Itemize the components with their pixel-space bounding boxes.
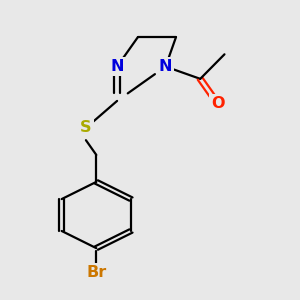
- Text: N: N: [110, 59, 124, 74]
- Text: S: S: [80, 120, 92, 135]
- Text: Br: Br: [86, 265, 106, 280]
- Text: N: N: [159, 59, 172, 74]
- Text: O: O: [211, 96, 224, 111]
